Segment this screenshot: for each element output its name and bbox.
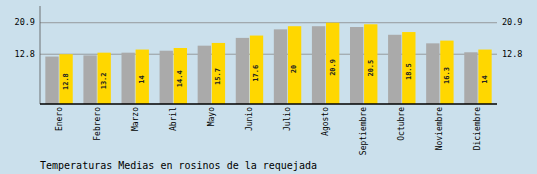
data-label: 14	[481, 75, 489, 83]
chart-svg: 12.8 12.8 20.9 20.9 12.8 13.2 14 14.4 15.7 17.6 20…	[0, 0, 537, 174]
data-label: 18.5	[405, 63, 413, 80]
bar	[250, 36, 263, 104]
y-tick-label: 12.8	[15, 49, 35, 59]
y-tick-label-right: 20.9	[502, 17, 522, 27]
data-label: 14.4	[176, 70, 184, 87]
x-tick-label: Mayo	[207, 107, 216, 126]
bar	[326, 23, 339, 104]
x-axis-line	[40, 103, 497, 105]
grid-line	[40, 22, 497, 23]
bar	[174, 48, 187, 104]
bar	[426, 43, 439, 104]
bar	[402, 32, 415, 104]
chart-title: Temperaturas Medias en rosinos de la req…	[40, 160, 317, 171]
bar	[440, 41, 453, 104]
bar	[59, 54, 72, 104]
bar	[388, 35, 401, 104]
bar	[121, 53, 134, 104]
x-tick-label: Septiembre	[359, 107, 368, 155]
data-label: 12.8	[62, 73, 70, 90]
x-tick-label: Febrero	[93, 107, 102, 141]
x-tick-label: Marzo	[131, 107, 140, 131]
bar	[312, 26, 325, 104]
bar	[350, 27, 363, 104]
x-tick-label: Junio	[245, 107, 254, 131]
bar	[464, 52, 477, 104]
bar	[136, 50, 149, 104]
data-label: 13.2	[100, 72, 108, 89]
bar	[274, 29, 287, 104]
data-label: 20	[290, 65, 298, 73]
data-label: 16.3	[443, 67, 451, 84]
bar	[478, 50, 491, 104]
bar	[160, 51, 173, 104]
x-tick-label: Abril	[169, 107, 178, 131]
y-axis-line	[40, 6, 41, 104]
bar	[236, 38, 249, 104]
x-tick-label: Agosto	[321, 107, 330, 136]
bar	[83, 55, 96, 104]
bar	[198, 46, 211, 104]
x-tick-label: Diciembre	[473, 107, 482, 151]
bars	[45, 23, 491, 104]
chart-container: 12.8 12.8 20.9 20.9 12.8 13.2 14 14.4 15.7 17.6 20…	[0, 0, 537, 174]
x-tick-label: Enero	[55, 107, 64, 131]
x-tick-label: Julio	[283, 107, 292, 131]
bar	[98, 53, 111, 104]
bar	[288, 26, 301, 104]
bar	[45, 57, 58, 104]
y-tick-label-right: 12.8	[502, 49, 522, 59]
data-label: 20.5	[367, 60, 375, 77]
data-label: 17.6	[252, 65, 260, 82]
data-label: 14	[138, 75, 146, 83]
data-label: 15.7	[214, 68, 222, 85]
bar	[364, 24, 377, 104]
y-tick-label: 20.9	[15, 17, 35, 27]
x-tick-label: Octubre	[397, 107, 406, 141]
data-label: 20.9	[329, 59, 337, 76]
x-tick-label: Noviembre	[435, 107, 444, 151]
bar	[212, 43, 225, 104]
